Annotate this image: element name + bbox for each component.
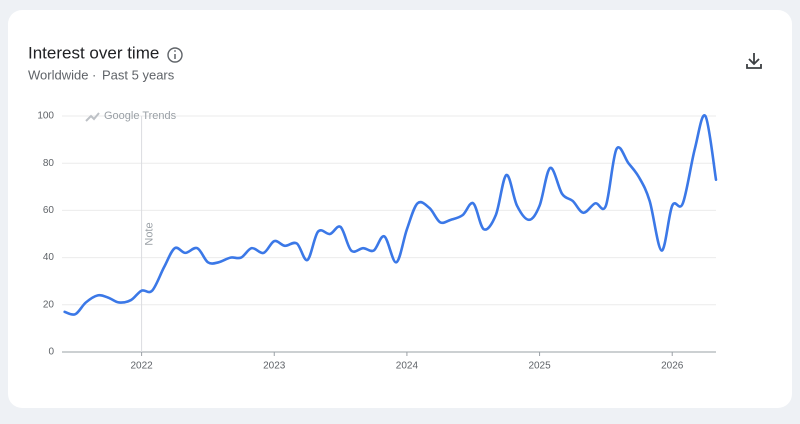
y-tick-label: 20	[43, 299, 55, 310]
annotation-label: Note	[144, 222, 156, 245]
watermark: Google Trends	[104, 110, 177, 122]
y-tick-label: 0	[48, 347, 54, 358]
subtitle-region: Worldwide	[28, 67, 88, 82]
y-tick-label: 100	[37, 111, 54, 122]
x-tick-label: 2023	[263, 361, 286, 372]
download-button[interactable]	[746, 53, 762, 69]
watermark-icon	[85, 112, 100, 122]
x-tick-label: 2025	[528, 361, 551, 372]
y-tick-label: 80	[43, 158, 55, 169]
chart-title: Interest over time	[28, 43, 159, 62]
info-icon[interactable]	[167, 47, 183, 63]
separator: ·	[92, 67, 96, 82]
x-tick-label: 2024	[396, 361, 419, 372]
y-tick-label: 60	[43, 205, 55, 216]
x-tick-label: 2026	[661, 361, 684, 372]
card	[8, 10, 792, 408]
subtitle-period: Past 5 years	[102, 67, 175, 82]
series-line	[63, 114, 718, 316]
x-tick-label: 2022	[130, 361, 153, 372]
y-tick-label: 40	[43, 252, 55, 263]
